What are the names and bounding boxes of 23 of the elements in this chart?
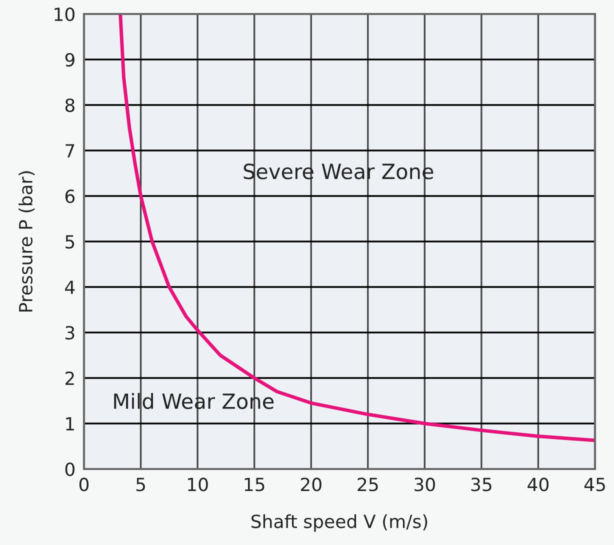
y-tick-label: 0 [65,462,74,476]
x-tick-label: 20 [300,478,322,492]
y-tick-label: 5 [66,235,74,249]
x-tick-label: 25 [358,478,378,492]
y-tick-label: 6 [65,189,75,204]
x-tick-label: 40 [528,478,549,492]
y-tick-label: 7 [66,144,74,158]
x-tick-label: 30 [414,478,435,492]
y-tick-label: 3 [66,326,74,340]
y-axis-title: Pressure P (bar) [18,171,35,312]
x-tick-label: 0 [79,478,89,492]
y-tick-label: 9 [65,52,74,67]
y-tick-label: 2 [66,371,74,385]
y-tick-label: 8 [65,98,74,112]
y-tick-label: 4 [65,280,75,294]
x-tick-label: 5 [136,478,145,492]
x-tick-label: 15 [244,478,264,492]
x-tick-label: 35 [471,478,492,492]
x-axis-title: Shaft speed V (m/s) [252,514,428,532]
x-tick-label: 10 [188,478,208,492]
x-tick-label: 45 [584,478,605,492]
y-tick-label: 1 [66,417,74,430]
y-tick-label: 10 [54,7,74,22]
